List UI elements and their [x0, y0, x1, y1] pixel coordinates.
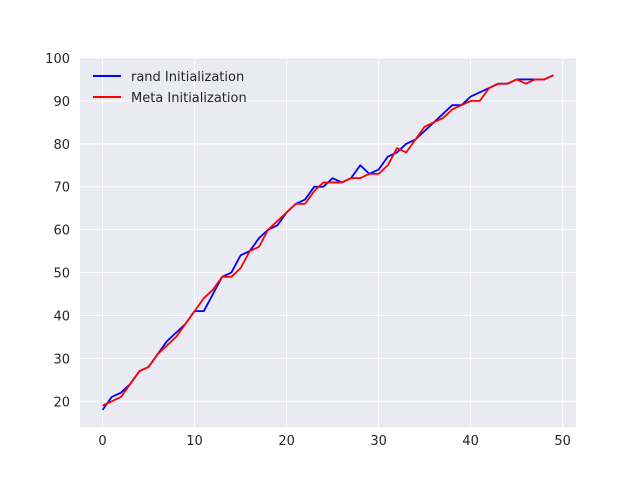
y-axis-ticks: 20 30 40 50 60 70 80 90 100: [45, 52, 70, 410]
y-tick-label: 70: [53, 181, 70, 196]
plot-background: [80, 58, 576, 427]
grid-lines: [80, 57, 576, 427]
y-tick-label: 80: [53, 138, 70, 153]
series-lines: [101, 74, 554, 411]
legend-label-0: rand Initialization: [131, 70, 244, 85]
y-tick-label: 50: [53, 267, 70, 282]
legend: rand Initialization Meta Initialization: [93, 70, 247, 106]
y-tick-label: 30: [53, 352, 70, 367]
series-line-1: [102, 74, 554, 407]
x-tick-label: 40: [462, 434, 479, 449]
y-tick-label: 60: [53, 224, 70, 239]
x-tick-label: 0: [98, 434, 106, 449]
legend-label-1: Meta Initialization: [131, 91, 247, 106]
x-tick-label: 20: [278, 434, 295, 449]
x-tick-label: 10: [186, 434, 203, 449]
x-axis-ticks: 0 10 20 30 40 50: [98, 434, 571, 449]
y-tick-label: 40: [53, 309, 70, 324]
x-tick-label: 30: [370, 434, 387, 449]
y-tick-label: 100: [45, 52, 70, 67]
x-tick-label: 50: [554, 434, 571, 449]
y-tick-label: 20: [53, 395, 70, 410]
y-tick-label: 90: [53, 95, 70, 110]
